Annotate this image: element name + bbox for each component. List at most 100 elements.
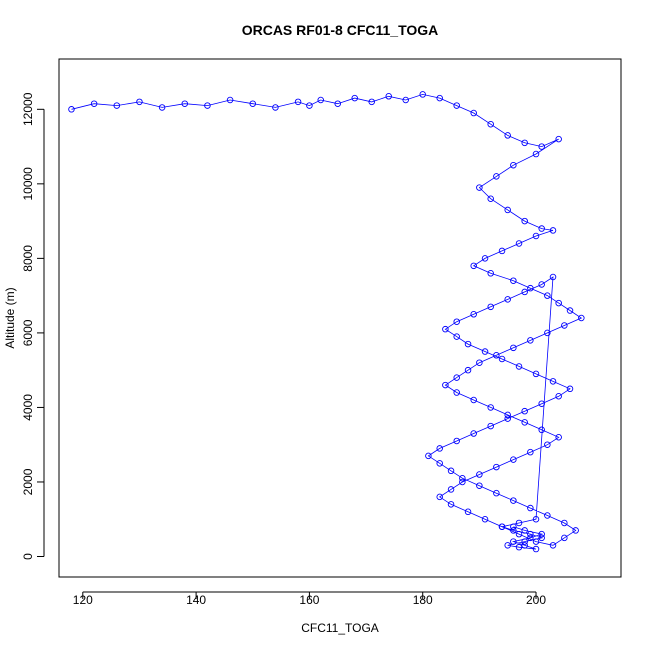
data-point bbox=[510, 161, 517, 169]
data-point bbox=[561, 534, 568, 542]
data-point bbox=[453, 318, 460, 325]
data-point bbox=[527, 534, 534, 542]
data-point bbox=[561, 322, 568, 329]
data-point bbox=[515, 543, 523, 551]
data-point bbox=[464, 340, 472, 348]
data-point bbox=[504, 132, 511, 139]
data-point bbox=[476, 482, 483, 489]
data-point bbox=[521, 419, 528, 426]
data-point bbox=[538, 534, 545, 542]
data-point bbox=[317, 96, 324, 104]
x-tick-label: 120 bbox=[73, 593, 93, 607]
data-point bbox=[453, 389, 460, 396]
data-point bbox=[555, 135, 562, 143]
data-point bbox=[436, 493, 443, 501]
x-tick-label: 160 bbox=[299, 593, 319, 607]
y-tick-label: 0 bbox=[21, 553, 35, 560]
data-point bbox=[68, 106, 75, 113]
y-axis: 0 2000 4000 6000 8000 10000 12000 bbox=[21, 92, 45, 560]
data-point bbox=[442, 325, 449, 333]
data-point bbox=[527, 337, 534, 344]
data-point bbox=[447, 486, 455, 493]
data-point bbox=[510, 538, 517, 545]
data-point bbox=[425, 452, 432, 460]
data-point bbox=[436, 460, 443, 467]
data-point bbox=[476, 471, 483, 478]
data-point bbox=[493, 173, 500, 180]
data-point bbox=[436, 445, 443, 452]
data-point bbox=[538, 530, 545, 538]
data-point bbox=[351, 94, 358, 102]
y-tick-label: 12000 bbox=[21, 92, 35, 126]
data-point bbox=[181, 100, 189, 107]
data-point bbox=[515, 530, 523, 538]
data-point bbox=[521, 139, 528, 147]
data-point bbox=[538, 225, 545, 232]
data-point bbox=[510, 344, 517, 352]
data-point bbox=[481, 515, 489, 523]
data-point bbox=[555, 434, 562, 441]
data-point bbox=[532, 150, 540, 158]
data-point bbox=[306, 102, 313, 109]
data-point bbox=[510, 527, 517, 534]
x-tick-label: 180 bbox=[413, 593, 433, 607]
data-point bbox=[515, 363, 523, 370]
data-point bbox=[527, 448, 534, 456]
data-point bbox=[510, 523, 517, 530]
data-point bbox=[566, 307, 574, 314]
data-point bbox=[470, 396, 477, 404]
x-axis-label: CFC11_TOGA bbox=[301, 621, 379, 635]
data-point bbox=[453, 437, 460, 445]
data-point bbox=[493, 489, 500, 497]
data-point bbox=[447, 501, 455, 508]
data-point bbox=[476, 184, 483, 191]
data-point bbox=[544, 441, 551, 448]
data-point bbox=[113, 102, 121, 109]
data-point bbox=[487, 270, 494, 277]
data-point bbox=[470, 311, 477, 318]
data-point bbox=[510, 456, 517, 463]
data-point bbox=[549, 542, 557, 549]
data-point bbox=[498, 355, 506, 363]
data-point bbox=[566, 385, 574, 393]
y-tick-label: 6000 bbox=[21, 319, 35, 346]
data-point bbox=[578, 314, 585, 322]
data-point bbox=[521, 527, 528, 534]
data-point bbox=[544, 292, 551, 299]
data-point bbox=[532, 545, 540, 553]
data-point bbox=[493, 463, 500, 471]
data-point bbox=[487, 404, 494, 411]
data-point bbox=[294, 98, 302, 106]
data-point bbox=[538, 426, 545, 434]
data-point bbox=[476, 359, 483, 366]
data-point bbox=[368, 98, 375, 106]
data-point bbox=[532, 370, 540, 378]
data-point bbox=[515, 240, 523, 247]
data-point bbox=[521, 288, 528, 296]
data-point bbox=[510, 497, 517, 504]
data-point bbox=[136, 98, 143, 106]
data-point bbox=[521, 407, 528, 415]
data-point bbox=[436, 94, 443, 102]
data-point bbox=[532, 515, 540, 523]
data-point bbox=[549, 227, 557, 234]
data-point bbox=[487, 195, 494, 202]
data-point bbox=[572, 527, 579, 534]
y-tick-label: 2000 bbox=[21, 468, 35, 495]
x-axis: 120 140 160 180 200 bbox=[73, 591, 546, 607]
data-point bbox=[487, 422, 494, 430]
chart-title: ORCAS RF01-8 CFC11_TOGA bbox=[242, 22, 439, 38]
data-point bbox=[510, 277, 517, 284]
data-point bbox=[561, 519, 568, 527]
data-point bbox=[385, 93, 392, 100]
data-point bbox=[544, 512, 551, 519]
data-point bbox=[515, 519, 523, 527]
data-point bbox=[527, 504, 534, 512]
data-point bbox=[521, 217, 528, 225]
x-tick-label: 140 bbox=[186, 593, 206, 607]
data-point bbox=[453, 333, 460, 340]
data-point bbox=[532, 232, 540, 240]
data-point bbox=[226, 96, 234, 104]
data-point bbox=[249, 100, 257, 107]
